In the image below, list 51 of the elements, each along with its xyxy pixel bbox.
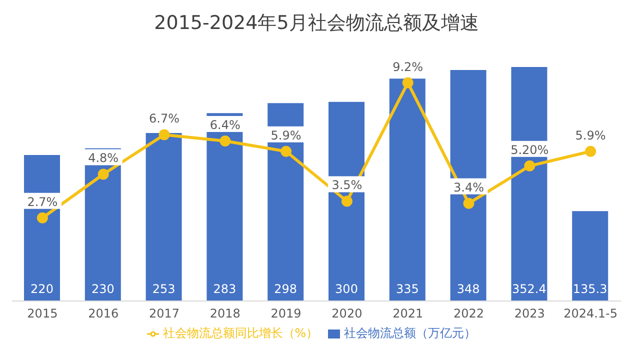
data-label: 298 [274,282,298,296]
data-label: 2.7% [27,194,58,209]
x-tick-label: 2020 [332,306,362,321]
point [158,129,170,140]
data-label: 4.8% [88,151,119,166]
bar [389,78,426,301]
data-label: 220 [30,282,54,296]
bar [572,211,608,301]
point [463,198,474,209]
x-tick-label: 2018 [210,306,240,321]
data-label: 5.20% [510,142,549,157]
point [341,196,352,207]
data-label: 6.7% [149,112,180,126]
bar [450,70,486,301]
bar [206,113,243,301]
data-label: 6.4% [210,118,240,132]
bar [268,103,304,301]
data-label: 300 [335,282,358,296]
bar [511,67,548,301]
data-label: 352.4 [512,282,546,296]
data-label: 283 [213,282,236,296]
legend-label: 社会物流总额（万亿元） [344,326,476,340]
point [280,146,292,157]
data-label: 230 [91,282,114,296]
x-tick-label: 2023 [514,306,545,321]
x-tick-label: 2017 [148,306,180,321]
x-tick-label: 2015 [27,306,58,321]
data-label: 5.9% [270,128,302,142]
data-label: 9.2% [392,60,424,74]
bar [328,102,364,301]
point [36,212,48,224]
legend-label: 社会物流总额同比增长（%） [162,326,318,340]
point [402,77,414,88]
x-tick-label: 2019 [270,306,302,321]
data-label: 5.9% [575,128,606,142]
data-label: 253 [152,282,176,296]
data-label: 348 [456,282,480,296]
data-label: 335 [396,282,419,296]
point [524,160,536,172]
bar [146,133,182,301]
point [98,168,109,180]
point [220,135,231,146]
x-tick-label: 2024.1-5 [564,306,618,321]
x-tick-label: 2021 [392,306,424,321]
data-label: 3.4% [454,180,484,194]
chart-title: 2015-2024年5月社会物流总额及增速 [153,11,480,36]
x-tick-label: 2022 [453,306,484,321]
data-label: 135.3 [572,282,608,296]
data-label: 3.5% [332,178,362,192]
x-tick-label: 2016 [88,306,119,321]
point [585,146,596,157]
